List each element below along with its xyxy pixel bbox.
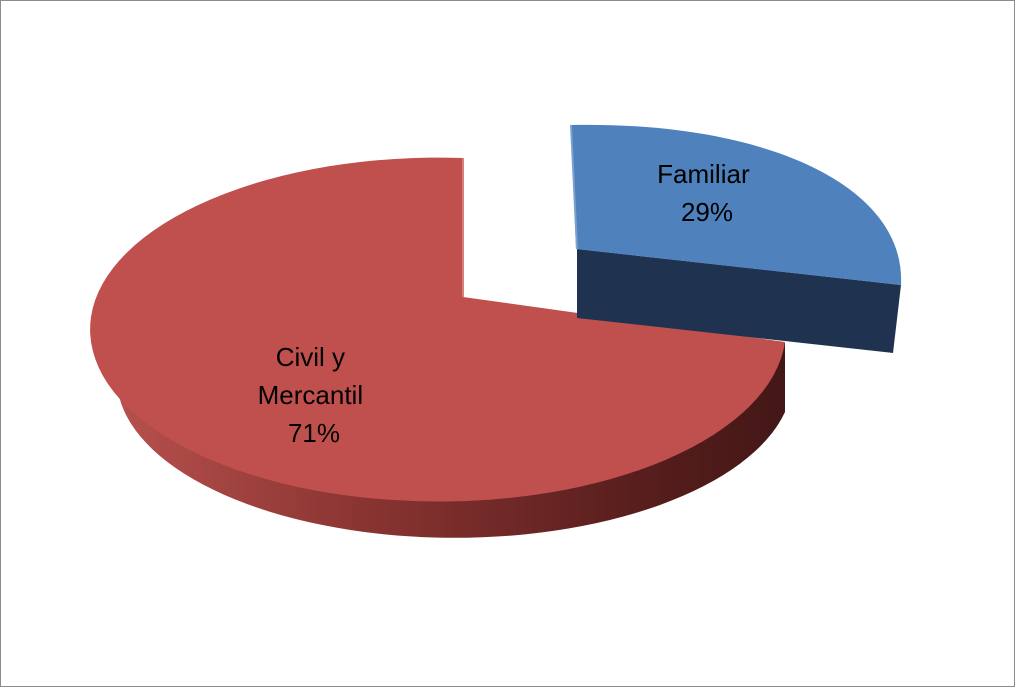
slice-name-familiar: Familiar xyxy=(657,159,750,189)
pie-slice-civil-y-mercantil[interactable] xyxy=(90,157,785,538)
slice-side-familiar xyxy=(577,249,901,353)
slice-top-civil xyxy=(90,157,785,502)
slice-side-civil xyxy=(119,326,785,538)
slice-name-civil-line1: Civil y xyxy=(276,342,345,372)
slice-name-civil-line2: Mercantil xyxy=(258,380,363,410)
pie-slice-familiar[interactable] xyxy=(570,124,902,353)
data-label-familiar: Familiar 29% xyxy=(657,159,757,227)
slice-percent-familiar: 29% xyxy=(681,197,733,227)
data-label-civil-y-mercantil: Civil y Mercantil 71% xyxy=(258,342,371,448)
slice-percent-civil: 71% xyxy=(288,418,340,448)
slice-top-familiar xyxy=(571,124,902,285)
